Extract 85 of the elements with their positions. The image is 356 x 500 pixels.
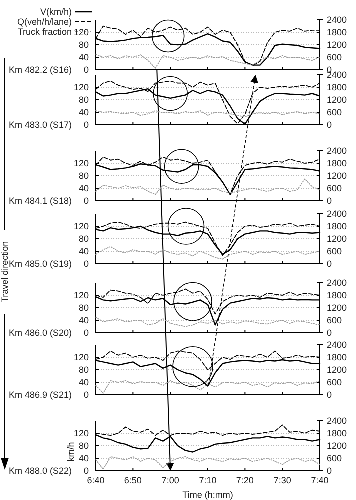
y-tick-label: 40 [78,246,89,256]
legend-label: Truck fraction [18,27,72,37]
y-tick-label: 40 [78,183,89,194]
y2-tick-label: 1200 [327,170,348,181]
y-tick-label: 40 [78,315,89,326]
y-tick-label: 120 [74,290,89,300]
text: Travel direction [0,241,10,303]
y-tick-label: 80 [78,40,89,50]
y-tick-label: 80 [78,364,89,375]
text: Km 485.0 (S19) [8,259,72,269]
legend-label: V(km/h) [40,7,72,17]
y2-tick-label: 0 [327,466,332,476]
y2-tick-label: 600 [327,183,342,194]
y2-tick-label: 1200 [327,234,348,244]
y-tick-label: 120 [74,428,89,438]
y-tick-label: 0 [84,64,89,75]
line-series [96,110,320,118]
y-tick-label: 0 [84,258,89,269]
x-axis-title: Time (h:mm) [182,490,234,500]
y-tick-label: 0 [84,328,89,338]
y2-tick-label: 1800 [327,428,348,438]
x-tick-label: 6:40 [87,475,105,486]
y-tick-label: 120 [74,27,89,38]
y2-tick-label: 0 [327,258,332,269]
y2-tick-label: 600 [327,107,342,118]
x-tick-label: 7:20 [236,475,254,486]
text: Km 486.9 (S21) [8,390,72,400]
text: Km 483.0 (S17) [8,120,72,130]
y-tick-label: 40 [78,453,89,464]
y-tick-label: 80 [78,170,89,181]
text: Km 488.0 (S22) [8,466,72,476]
y2-tick-label: 600 [327,315,342,326]
x-tick-label: 7:10 [199,475,217,486]
line-series [96,178,320,196]
y2-tick-label: 2400 [327,340,348,350]
y2-tick-label: 2400 [327,208,348,219]
text: Km 484.1 (S18) [8,196,72,206]
y-tick-label: 40 [78,377,89,388]
y2-tick-label: 600 [327,453,342,464]
y2-tick-label: 0 [327,196,332,206]
y-tick-label: 120 [74,82,89,92]
y2-tick-label: 1200 [327,94,348,105]
y-tick-label: 0 [84,120,89,130]
y-tick-label: 80 [78,234,89,244]
y-tick-label: 40 [78,107,89,118]
y2-tick-label: 1200 [327,302,348,313]
x-tick-label: 7:40 [311,475,329,486]
y2-tick-label: 600 [327,246,342,256]
y2-tick-label: 2400 [327,146,348,156]
y-tick-label: 120 [74,158,89,168]
line-series [96,246,320,260]
y2-tick-label: 0 [327,390,332,400]
x-tick-label: 6:50 [124,475,142,486]
y2-tick-label: 2400 [327,14,348,25]
x-tick-label: 7:30 [274,475,292,486]
text: Km 482.2 (S16) [8,65,72,75]
y-tick-label: 120 [74,221,89,232]
y2-tick-label: 600 [327,377,342,388]
y2-tick-label: 1800 [327,352,348,362]
y2-tick-label: 1200 [327,40,348,50]
x-tick-label: 7:00 [162,475,180,486]
y-tick-label: 0 [84,466,89,476]
y2-tick-label: 1200 [327,440,348,451]
y-tick-label: 80 [78,302,89,313]
y-tick-label: 40 [78,52,89,62]
y2-tick-label: 1200 [327,364,348,375]
y-tick-label: 0 [84,390,89,400]
y-axis-title: km/h [66,442,76,462]
y2-tick-label: 2400 [327,416,348,426]
y2-tick-label: 1800 [327,221,348,232]
line-series [96,316,320,328]
text: Km 486.0 (S20) [8,328,72,338]
y-tick-label: 120 [74,352,89,362]
y2-tick-label: 1800 [327,158,348,168]
y2-tick-label: 2400 [327,278,348,288]
y2-tick-label: 1800 [327,27,348,38]
legend-label: Q(veh/h/lane) [17,17,72,27]
y-tick-label: 80 [78,440,89,451]
y2-tick-label: 600 [327,52,342,62]
y2-tick-label: 0 [327,328,332,338]
y2-tick-label: 0 [327,120,332,130]
y2-tick-label: 1800 [327,290,348,300]
y-tick-label: 80 [78,94,89,105]
y2-tick-label: 1800 [327,82,348,92]
y-tick-label: 0 [84,196,89,206]
